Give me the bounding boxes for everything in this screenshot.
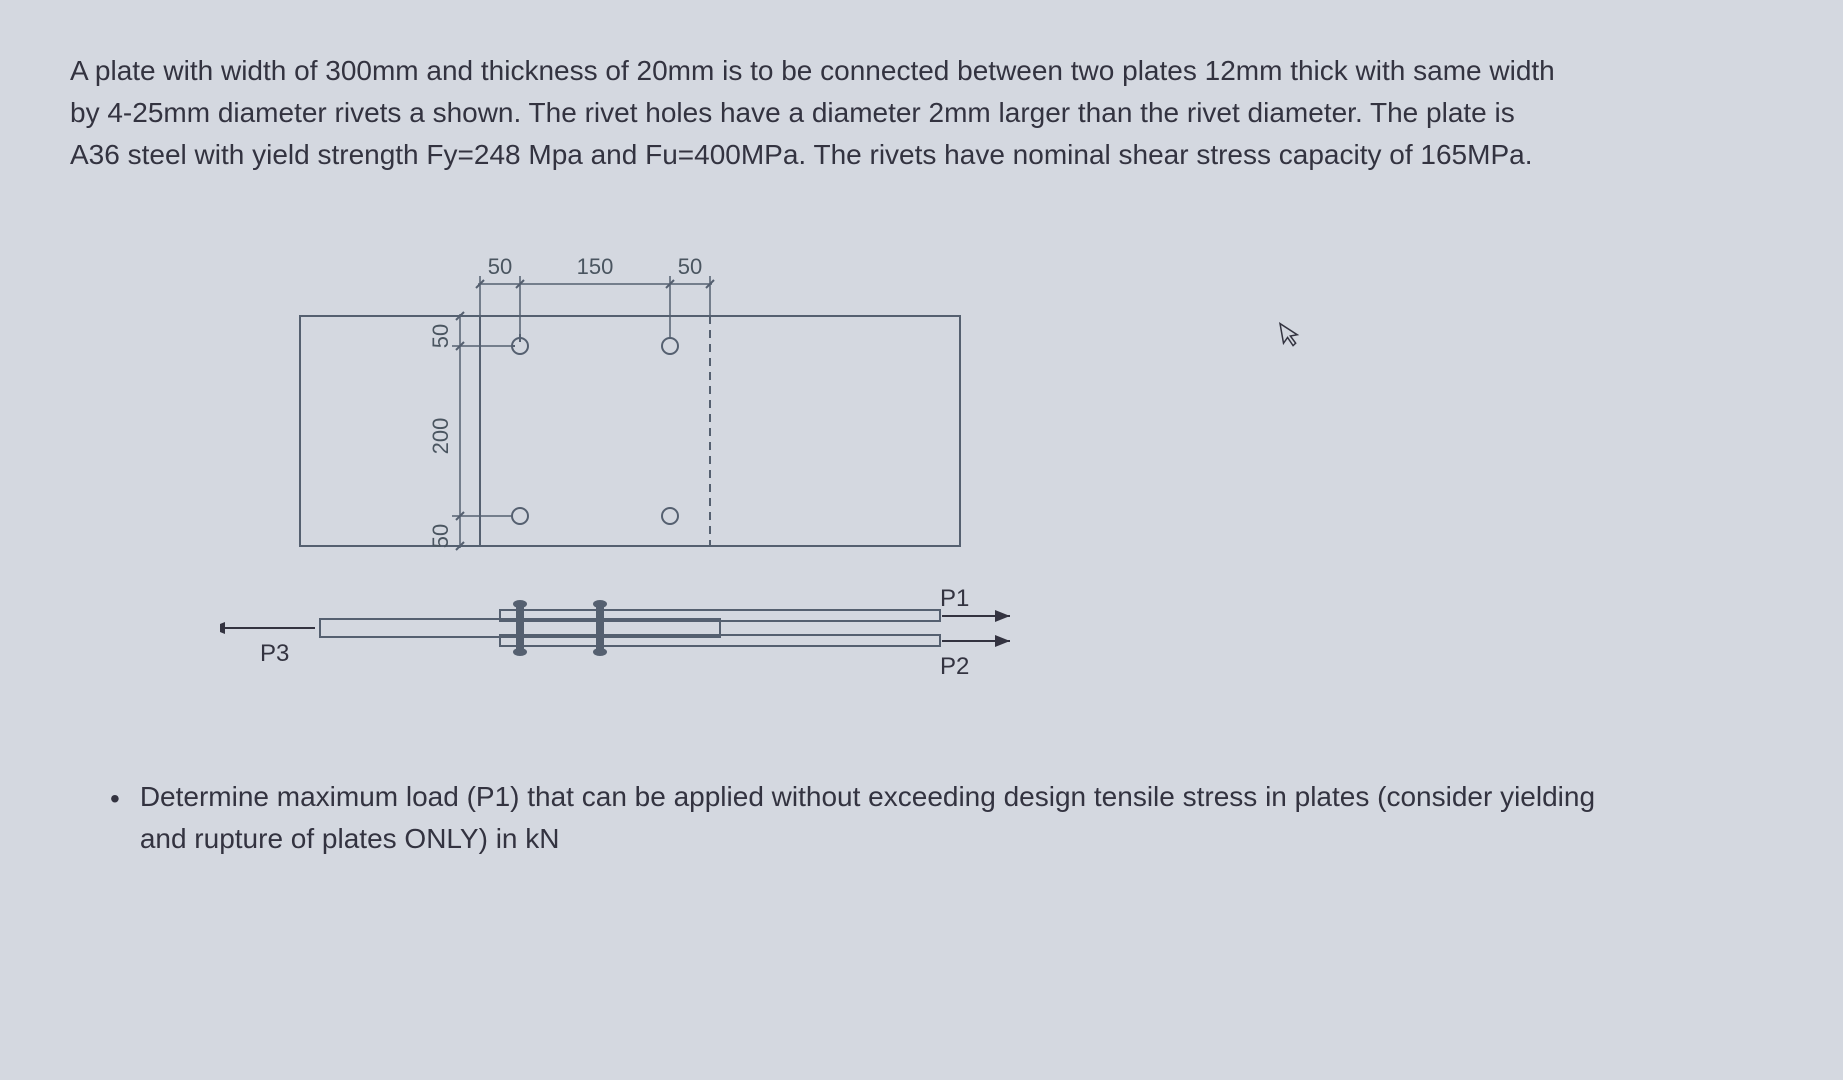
side-rivet <box>516 604 524 652</box>
rivet-hole <box>512 508 528 524</box>
dim-label: 150 <box>577 254 614 279</box>
side-rivet-head <box>593 600 607 608</box>
question-text: Determine maximum load (P1) that can be … <box>140 776 1610 860</box>
engineering-diagram: 50 150 50 50 200 50 P3 <box>220 236 1120 736</box>
rivet-hole <box>662 338 678 354</box>
dim-label: 200 <box>428 418 453 455</box>
side-rivet-head <box>593 648 607 656</box>
dim-label: 50 <box>488 254 512 279</box>
arrowhead <box>220 622 225 634</box>
dim-label: 50 <box>678 254 702 279</box>
question: • Determine maximum load (P1) that can b… <box>110 776 1610 860</box>
side-rivet-head <box>513 600 527 608</box>
diagram: 50 150 50 50 200 50 P3 <box>220 236 1120 736</box>
arrowhead <box>995 635 1010 647</box>
dim-label: 50 <box>428 524 453 548</box>
problem-text: A plate with width of 300mm and thicknes… <box>70 55 1555 170</box>
force-label: P3 <box>260 640 289 667</box>
rivet-hole <box>662 508 678 524</box>
force-label: P1 <box>940 585 969 612</box>
problem-statement: A plate with width of 300mm and thicknes… <box>70 50 1570 176</box>
side-rivet <box>596 604 604 652</box>
bullet-icon: • <box>110 778 120 820</box>
force-label: P2 <box>940 653 969 680</box>
cursor-icon <box>1278 318 1303 349</box>
plate-outline <box>300 316 960 546</box>
arrowhead <box>995 610 1010 622</box>
dim-label: 50 <box>428 324 453 348</box>
side-rivet-head <box>513 648 527 656</box>
